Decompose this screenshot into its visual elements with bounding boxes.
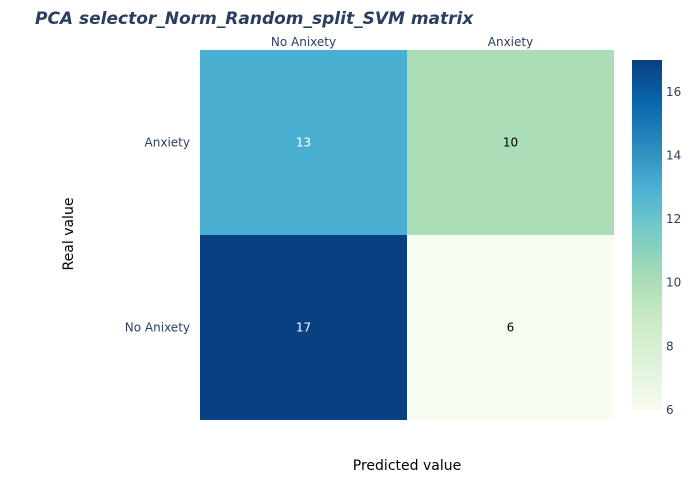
cell-value-label: 10 bbox=[503, 136, 518, 150]
colorbar-tick-label: 6 bbox=[666, 403, 674, 417]
cell-value-label: 6 bbox=[507, 321, 515, 335]
heatmap-cells: 13 10 17 6 bbox=[200, 50, 614, 420]
heatmap-cell bbox=[407, 50, 614, 235]
y-axis-title: Real value bbox=[61, 198, 77, 271]
y-axis-ticks: Anxiety No Anixety bbox=[125, 136, 190, 335]
colorbar-tick-label: 16 bbox=[666, 85, 681, 99]
cell-value-label: 13 bbox=[296, 136, 311, 150]
colorbar-tick-label: 10 bbox=[666, 276, 681, 290]
x-axis-ticks: No Anixety Anxiety bbox=[271, 35, 533, 49]
y-tick-label: Anxiety bbox=[145, 136, 190, 150]
colorbar-tick-label: 14 bbox=[666, 148, 681, 162]
cell-value-label: 17 bbox=[296, 321, 311, 335]
chart-title: PCA selector_Norm_Random_split_SVM matri… bbox=[35, 9, 474, 29]
colorbar bbox=[632, 60, 662, 410]
heatmap-cell bbox=[200, 50, 407, 235]
heatmap-cell bbox=[407, 235, 614, 420]
x-axis-title: Predicted value bbox=[353, 458, 461, 474]
heatmap-cell bbox=[200, 235, 407, 420]
colorbar-tick-label: 8 bbox=[666, 339, 674, 353]
x-tick-label: Anxiety bbox=[488, 35, 533, 49]
y-tick-label: No Anixety bbox=[125, 321, 190, 335]
colorbar-ticks: 6 8 10 12 14 16 bbox=[666, 85, 681, 417]
colorbar-tick-label: 12 bbox=[666, 212, 681, 226]
x-tick-label: No Anixety bbox=[271, 35, 336, 49]
